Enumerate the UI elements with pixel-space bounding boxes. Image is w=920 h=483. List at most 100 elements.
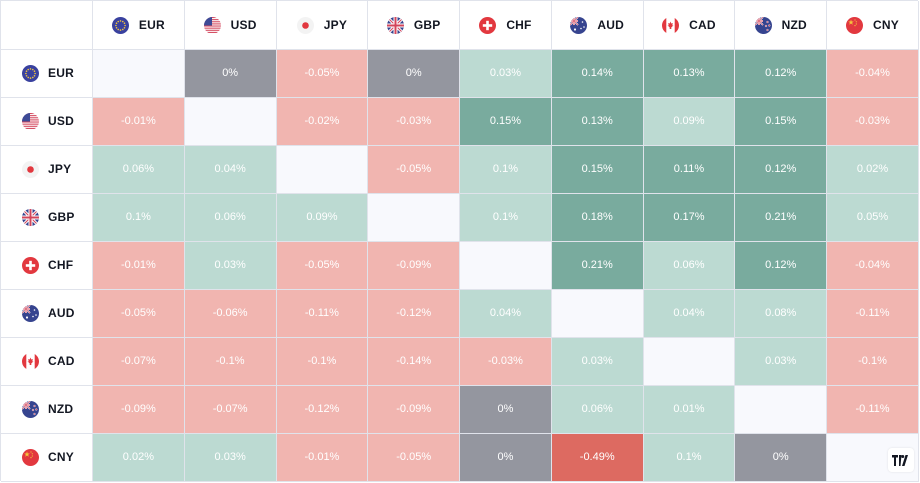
heatmap-cell-cny-nzd[interactable]: 0%	[735, 433, 828, 482]
heatmap-cell-eur-usd[interactable]: 0%	[184, 50, 277, 98]
heatmap-cell-usd-cny[interactable]: -0.03%	[827, 97, 919, 146]
heatmap-cell-eur-nzd[interactable]: 0.12%	[735, 50, 828, 98]
heatmap-cell-jpy-usd[interactable]: 0.04%	[184, 145, 277, 194]
heatmap-cell-jpy-eur[interactable]: 0.06%	[93, 145, 185, 194]
heatmap-cell-chf-cny[interactable]: -0.04%	[827, 241, 919, 290]
tradingview-logo-icon[interactable]	[888, 448, 914, 472]
column-header-usd[interactable]: USD	[184, 1, 277, 50]
heatmap-cell-aud-chf[interactable]: 0.04%	[460, 289, 552, 338]
heatmap-cell-cny-jpy[interactable]: -0.01%	[276, 433, 369, 482]
heatmap-cell-usd-cad[interactable]: 0.09%	[643, 97, 736, 146]
column-header-gbp[interactable]: GBP	[368, 1, 461, 50]
heatmap-cell-chf-gbp[interactable]: -0.09%	[368, 241, 461, 290]
heatmap-cell-cad-eur[interactable]: -0.07%	[93, 337, 185, 386]
heatmap-cell-nzd-usd[interactable]: -0.07%	[184, 385, 277, 434]
heatmap-cell-usd-nzd[interactable]: 0.15%	[735, 97, 828, 146]
heatmap-cell-chf-jpy[interactable]: -0.05%	[276, 241, 369, 290]
heatmap-cell-jpy-aud[interactable]: 0.15%	[551, 145, 644, 194]
heatmap-cell-usd-aud[interactable]: 0.13%	[551, 97, 644, 146]
heatmap-cell-nzd-aud[interactable]: 0.06%	[551, 385, 644, 434]
heatmap-cell-usd-jpy[interactable]: -0.02%	[276, 97, 369, 146]
heatmap-cell-nzd-cad[interactable]: 0.01%	[643, 385, 736, 434]
heatmap-cell-gbp-cny[interactable]: 0.05%	[827, 193, 919, 242]
heatmap-cell-cny-gbp[interactable]: -0.05%	[368, 433, 461, 482]
heatmap-cell-cny-eur[interactable]: 0.02%	[93, 433, 185, 482]
heatmap-cell-nzd-cny[interactable]: -0.11%	[827, 385, 919, 434]
heatmap-cell-jpy-jpy[interactable]	[276, 145, 369, 194]
heatmap-cell-aud-nzd[interactable]: 0.08%	[735, 289, 828, 338]
heatmap-cell-jpy-cny[interactable]: 0.02%	[827, 145, 919, 194]
heatmap-cell-aud-jpy[interactable]: -0.11%	[276, 289, 369, 338]
heatmap-cell-eur-aud[interactable]: 0.14%	[551, 50, 644, 98]
heatmap-cell-gbp-gbp[interactable]	[368, 193, 461, 242]
heatmap-cell-chf-aud[interactable]: 0.21%	[551, 241, 644, 290]
heatmap-cell-chf-chf[interactable]	[460, 241, 552, 290]
heatmap-cell-nzd-gbp[interactable]: -0.09%	[368, 385, 461, 434]
cell-value: 0.06%	[673, 259, 705, 272]
heatmap-cell-usd-chf[interactable]: 0.15%	[460, 97, 552, 146]
heatmap-cell-aud-gbp[interactable]: -0.12%	[368, 289, 461, 338]
heatmap-cell-jpy-gbp[interactable]: -0.05%	[368, 145, 461, 194]
heatmap-cell-gbp-chf[interactable]: 0.1%	[460, 193, 552, 242]
heatmap-cell-nzd-eur[interactable]: -0.09%	[93, 385, 185, 434]
heatmap-cell-gbp-cad[interactable]: 0.17%	[643, 193, 736, 242]
heatmap-cell-cny-chf[interactable]: 0%	[460, 433, 552, 482]
heatmap-cell-usd-eur[interactable]: -0.01%	[93, 97, 185, 146]
heatmap-cell-eur-jpy[interactable]: -0.05%	[276, 50, 369, 98]
heatmap-cell-eur-chf[interactable]: 0.03%	[460, 50, 552, 98]
heatmap-cell-cad-usd[interactable]: -0.1%	[184, 337, 277, 386]
column-header-aud[interactable]: AUD	[551, 1, 644, 50]
row-header-jpy[interactable]: JPY	[1, 145, 93, 194]
row-header-cny[interactable]: CNY	[1, 433, 93, 482]
heatmap-cell-eur-eur[interactable]	[93, 50, 185, 98]
heatmap-cell-eur-gbp[interactable]: 0%	[368, 50, 461, 98]
heatmap-cell-aud-cny[interactable]: -0.11%	[827, 289, 919, 338]
heatmap-cell-jpy-nzd[interactable]: 0.12%	[735, 145, 828, 194]
column-header-chf[interactable]: CHF	[460, 1, 552, 50]
heatmap-cell-cad-jpy[interactable]: -0.1%	[276, 337, 369, 386]
row-header-usd[interactable]: USD	[1, 97, 93, 146]
heatmap-cell-cad-cny[interactable]: -0.1%	[827, 337, 919, 386]
heatmap-cell-cad-cad[interactable]	[643, 337, 736, 386]
row-header-eur[interactable]: EUR	[1, 50, 93, 98]
heatmap-cell-cad-nzd[interactable]: 0.03%	[735, 337, 828, 386]
heatmap-cell-cad-aud[interactable]: 0.03%	[551, 337, 644, 386]
heatmap-cell-cny-cad[interactable]: 0.1%	[643, 433, 736, 482]
heatmap-cell-nzd-chf[interactable]: 0%	[460, 385, 552, 434]
heatmap-cell-eur-cad[interactable]: 0.13%	[643, 50, 736, 98]
heatmap-cell-nzd-nzd[interactable]	[735, 385, 828, 434]
heatmap-cell-nzd-jpy[interactable]: -0.12%	[276, 385, 369, 434]
column-header-nzd[interactable]: NZD	[735, 1, 828, 50]
heatmap-cell-cny-aud[interactable]: -0.49%	[551, 433, 644, 482]
heatmap-cell-gbp-nzd[interactable]: 0.21%	[735, 193, 828, 242]
heatmap-cell-chf-eur[interactable]: -0.01%	[93, 241, 185, 290]
column-header-jpy[interactable]: JPY	[276, 1, 369, 50]
heatmap-cell-gbp-jpy[interactable]: 0.09%	[276, 193, 369, 242]
heatmap-cell-aud-usd[interactable]: -0.06%	[184, 289, 277, 338]
heatmap-cell-chf-cad[interactable]: 0.06%	[643, 241, 736, 290]
heatmap-cell-usd-usd[interactable]	[184, 97, 277, 146]
row-header-nzd[interactable]: NZD	[1, 385, 93, 434]
heatmap-cell-jpy-chf[interactable]: 0.1%	[460, 145, 552, 194]
row-header-gbp[interactable]: GBP	[1, 193, 93, 242]
column-header-cny[interactable]: CNY	[827, 1, 919, 50]
heatmap-cell-cad-gbp[interactable]: -0.14%	[368, 337, 461, 386]
heatmap-cell-eur-cny[interactable]: -0.04%	[827, 50, 919, 98]
column-header-eur[interactable]: EUR	[93, 1, 185, 50]
row-header-aud[interactable]: AUD	[1, 289, 93, 338]
heatmap-cell-jpy-cad[interactable]: 0.11%	[643, 145, 736, 194]
heatmap-cell-aud-cad[interactable]: 0.04%	[643, 289, 736, 338]
heatmap-cell-chf-usd[interactable]: 0.03%	[184, 241, 277, 290]
heatmap-cell-gbp-eur[interactable]: 0.1%	[93, 193, 185, 242]
row-header-chf[interactable]: CHF	[1, 241, 93, 290]
heatmap-cell-usd-gbp[interactable]: -0.03%	[368, 97, 461, 146]
heatmap-cell-cad-chf[interactable]: -0.03%	[460, 337, 552, 386]
heatmap-cell-gbp-usd[interactable]: 0.06%	[184, 193, 277, 242]
row-header-cad[interactable]: CAD	[1, 337, 93, 386]
column-header-cad[interactable]: CAD	[643, 1, 736, 50]
heatmap-cell-gbp-aud[interactable]: 0.18%	[551, 193, 644, 242]
heatmap-cell-aud-eur[interactable]: -0.05%	[93, 289, 185, 338]
heatmap-cell-chf-nzd[interactable]: 0.12%	[735, 241, 828, 290]
heatmap-cell-aud-aud[interactable]	[551, 289, 644, 338]
heatmap-cell-cny-usd[interactable]: 0.03%	[184, 433, 277, 482]
